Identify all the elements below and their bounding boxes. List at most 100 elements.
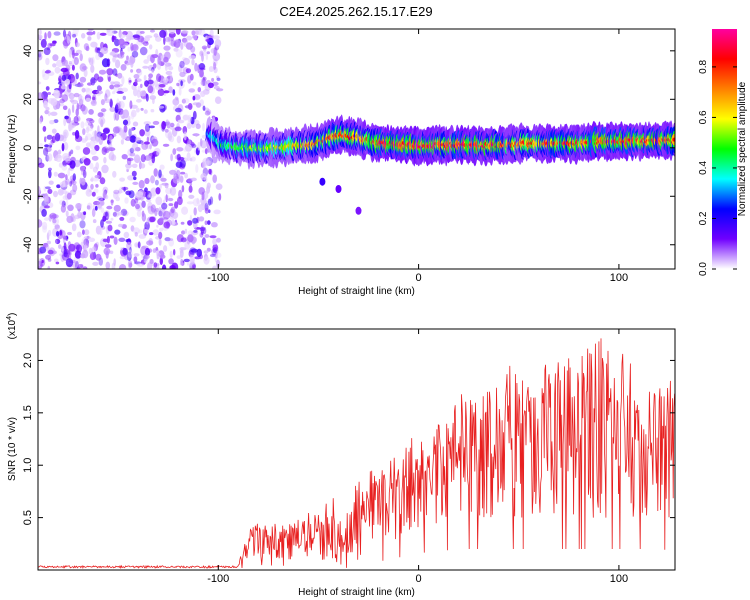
noise-cell xyxy=(188,88,196,93)
noise-cell xyxy=(74,159,81,168)
noise-cell xyxy=(64,115,69,120)
noise-cell xyxy=(70,180,77,186)
noise-cell xyxy=(146,240,154,246)
noise-cell xyxy=(188,194,195,199)
noise-cell xyxy=(48,214,52,222)
noise-cell xyxy=(204,207,209,214)
noise-cell xyxy=(98,136,104,145)
noise-cell xyxy=(92,261,99,266)
noise-cell xyxy=(201,191,205,201)
spectrogram-axes: -100 0 100 -40 -20 0 20 40 xyxy=(22,29,675,284)
noise-cell xyxy=(161,120,167,130)
noise-cell xyxy=(133,176,137,181)
noise-cell xyxy=(90,183,94,190)
noise-cell xyxy=(47,188,53,194)
noise-cell xyxy=(53,190,58,198)
noise-cell xyxy=(105,261,111,269)
noise-cell xyxy=(63,131,67,137)
noise-cell xyxy=(44,136,47,143)
noise-cell xyxy=(187,234,194,243)
noise-cell xyxy=(149,232,154,236)
noise-cell xyxy=(158,206,161,214)
noise-cell xyxy=(121,76,125,85)
noise-cell xyxy=(178,64,183,73)
noise-cell xyxy=(122,119,129,126)
noise-region xyxy=(38,29,224,269)
noise-cell xyxy=(102,212,107,221)
noise-cell xyxy=(42,225,48,233)
noise-cell xyxy=(76,102,80,112)
noise-cell xyxy=(87,36,92,41)
noise-cell xyxy=(205,39,210,42)
noise-cell xyxy=(133,74,140,79)
noise-cell xyxy=(38,53,43,61)
noise-cell xyxy=(143,109,148,114)
noise-cell xyxy=(38,81,42,85)
noise-cell xyxy=(155,247,159,251)
noise-cell xyxy=(130,198,136,207)
noise-cell xyxy=(161,264,167,269)
noise-cell xyxy=(38,258,41,267)
noise-cell xyxy=(173,249,176,256)
noise-cell xyxy=(140,107,144,111)
noise-cell xyxy=(152,120,160,125)
noise-cell xyxy=(159,164,165,170)
noise-cell xyxy=(52,63,57,68)
noise-cell xyxy=(127,46,131,52)
noise-cell xyxy=(74,32,78,37)
noise-cell xyxy=(100,119,104,128)
noise-cell xyxy=(94,205,98,211)
noise-cell xyxy=(51,217,60,226)
noise-cell xyxy=(191,30,196,36)
noise-cell xyxy=(164,62,172,67)
signal-ridge xyxy=(205,114,675,215)
noise-cell xyxy=(105,211,108,217)
noise-cell xyxy=(38,157,43,166)
snr-panel: -100 0 100 0.5 1.0 1.5 2.0 Height of straight … xyxy=(6,313,676,598)
noise-cell xyxy=(112,91,116,95)
noise-cell xyxy=(65,210,69,217)
noise-cell xyxy=(65,158,72,164)
noise-cell xyxy=(86,31,94,36)
noise-cell xyxy=(128,80,132,83)
noise-cell xyxy=(92,30,96,35)
noise-cell xyxy=(204,110,211,116)
noise-cell xyxy=(80,104,86,112)
noise-cell xyxy=(180,42,184,50)
noise-cell xyxy=(43,100,48,109)
noise-cell xyxy=(189,73,194,81)
noise-cell xyxy=(151,154,156,164)
noise-cell xyxy=(58,162,63,168)
noise-cell xyxy=(68,92,75,100)
noise-cell xyxy=(53,171,58,177)
noise-cell xyxy=(84,87,90,93)
noise-cell xyxy=(73,57,79,65)
noise-cell xyxy=(82,266,88,269)
noise-cell xyxy=(141,213,147,222)
noise-cell xyxy=(147,79,154,85)
noise-cell xyxy=(158,84,166,88)
noise-cell xyxy=(90,41,98,48)
noise-cell xyxy=(156,73,162,82)
noise-cell xyxy=(102,238,109,243)
noise-cell xyxy=(204,220,208,226)
noise-cell xyxy=(43,147,49,156)
noise-cell xyxy=(216,88,224,92)
snr-scale-exponent: 4 xyxy=(6,316,13,320)
noise-cell xyxy=(150,204,156,213)
noise-cell xyxy=(79,95,84,104)
noise-cell xyxy=(172,148,177,155)
noise-cell xyxy=(88,57,91,63)
noise-cell xyxy=(91,155,99,161)
noise-cell xyxy=(177,119,185,124)
noise-cell xyxy=(75,72,79,80)
noise-cell xyxy=(104,244,112,248)
noise-cell xyxy=(134,231,138,237)
noise-cell xyxy=(72,131,76,136)
noise-cell xyxy=(95,133,101,142)
noise-cell xyxy=(202,105,206,111)
noise-cell xyxy=(144,228,149,234)
noise-cell xyxy=(47,111,51,117)
noise-cell xyxy=(203,250,209,254)
noise-cell xyxy=(195,133,198,137)
